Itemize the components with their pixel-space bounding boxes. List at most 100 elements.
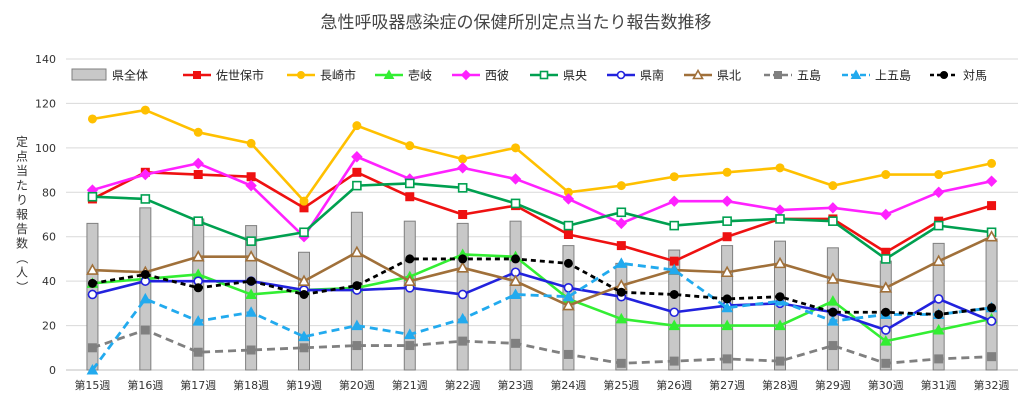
x-tick-label: 第26週 <box>656 378 692 392</box>
data-point <box>458 154 468 164</box>
data-point <box>722 354 732 364</box>
legend-item: 対馬 <box>930 69 987 83</box>
series-line <box>92 270 993 332</box>
series-対馬 <box>87 254 997 319</box>
data-point <box>140 105 150 115</box>
data-point <box>828 341 838 351</box>
legend-swatch <box>71 68 107 81</box>
series-line <box>92 155 992 239</box>
data-point <box>722 167 732 177</box>
data-point <box>773 256 787 269</box>
data-point <box>140 194 151 204</box>
data-point <box>616 241 626 251</box>
data-point <box>297 274 311 286</box>
data-point <box>669 220 680 231</box>
y-tick-label: 20 <box>42 320 56 333</box>
data-point <box>827 202 839 214</box>
data-point <box>246 345 256 355</box>
y-tick-label: 60 <box>42 231 56 244</box>
data-point <box>193 347 203 357</box>
bar <box>932 242 945 371</box>
x-tick-label: 第21週 <box>392 378 428 392</box>
x-tick-label: 第15週 <box>74 378 110 392</box>
data-point <box>932 323 945 335</box>
data-point <box>510 198 521 209</box>
data-point <box>458 210 468 219</box>
data-point <box>721 319 733 331</box>
data-point <box>403 274 417 286</box>
data-point <box>139 292 152 304</box>
data-point <box>297 71 305 79</box>
data-point <box>458 254 468 264</box>
data-point <box>140 325 150 335</box>
data-point <box>774 71 782 79</box>
legend-item: 県央 <box>530 69 587 83</box>
data-point <box>934 309 944 319</box>
data-point <box>245 179 257 192</box>
x-tick-label: 第22週 <box>445 378 481 392</box>
legend-label: 対馬 <box>963 69 987 83</box>
data-point <box>403 328 416 339</box>
data-point <box>828 181 838 191</box>
x-tick-label: 第19週 <box>286 378 322 392</box>
data-point <box>457 289 468 300</box>
legend-label: 上五島 <box>875 68 911 83</box>
y-tick-label: 0 <box>49 364 56 377</box>
series-長崎市 <box>87 105 997 206</box>
data-point <box>351 319 363 331</box>
data-point <box>405 254 415 264</box>
data-point <box>457 183 468 193</box>
y-axis-label-char: た <box>16 179 28 193</box>
data-point <box>615 257 628 268</box>
x-tick-label: 第27週 <box>709 378 745 392</box>
y-axis-label-char: 点 <box>16 150 28 164</box>
data-point <box>140 269 150 279</box>
legend-label: 佐世保市 <box>216 68 264 83</box>
data-point <box>352 180 362 191</box>
data-point <box>934 170 944 180</box>
data-point <box>985 175 998 187</box>
legend-item: 上五島 <box>842 68 911 83</box>
x-tick-label: 第20週 <box>339 378 375 392</box>
data-point <box>192 315 205 326</box>
data-point <box>246 138 256 148</box>
x-tick-label: 第24週 <box>550 378 586 392</box>
y-axis-label-char: 告 <box>16 222 28 236</box>
data-point <box>139 168 152 181</box>
data-point <box>352 281 362 291</box>
data-point <box>987 201 997 211</box>
data-point <box>879 335 892 346</box>
data-point <box>86 263 99 275</box>
data-point <box>299 227 309 238</box>
series-line <box>92 182 992 261</box>
y-tick-label: 140 <box>35 53 56 66</box>
data-point <box>511 143 521 153</box>
series-line <box>91 328 992 365</box>
data-point <box>456 312 469 324</box>
bar-series-layer <box>86 207 998 371</box>
y-axis-label-char: ） <box>15 281 29 293</box>
x-tick-label: 第17週 <box>180 378 216 392</box>
data-point <box>669 356 679 366</box>
data-point <box>404 178 415 189</box>
data-point <box>827 315 839 326</box>
data-point <box>245 288 257 299</box>
data-point <box>244 250 258 262</box>
data-point <box>193 283 203 293</box>
legend-label: 県南 <box>640 68 664 83</box>
data-point <box>774 319 786 331</box>
legend-item: 壱岐 <box>375 69 432 83</box>
data-point <box>775 163 785 173</box>
data-point <box>87 289 98 300</box>
data-point <box>881 307 891 317</box>
y-tick-label: 40 <box>42 275 56 288</box>
data-point <box>509 173 522 185</box>
data-point <box>87 114 97 124</box>
data-point <box>934 354 944 364</box>
data-point <box>986 316 997 326</box>
data-point <box>933 220 944 231</box>
data-point <box>562 193 575 205</box>
legend-label: 五島 <box>797 68 821 83</box>
series-上五島 <box>86 257 998 375</box>
